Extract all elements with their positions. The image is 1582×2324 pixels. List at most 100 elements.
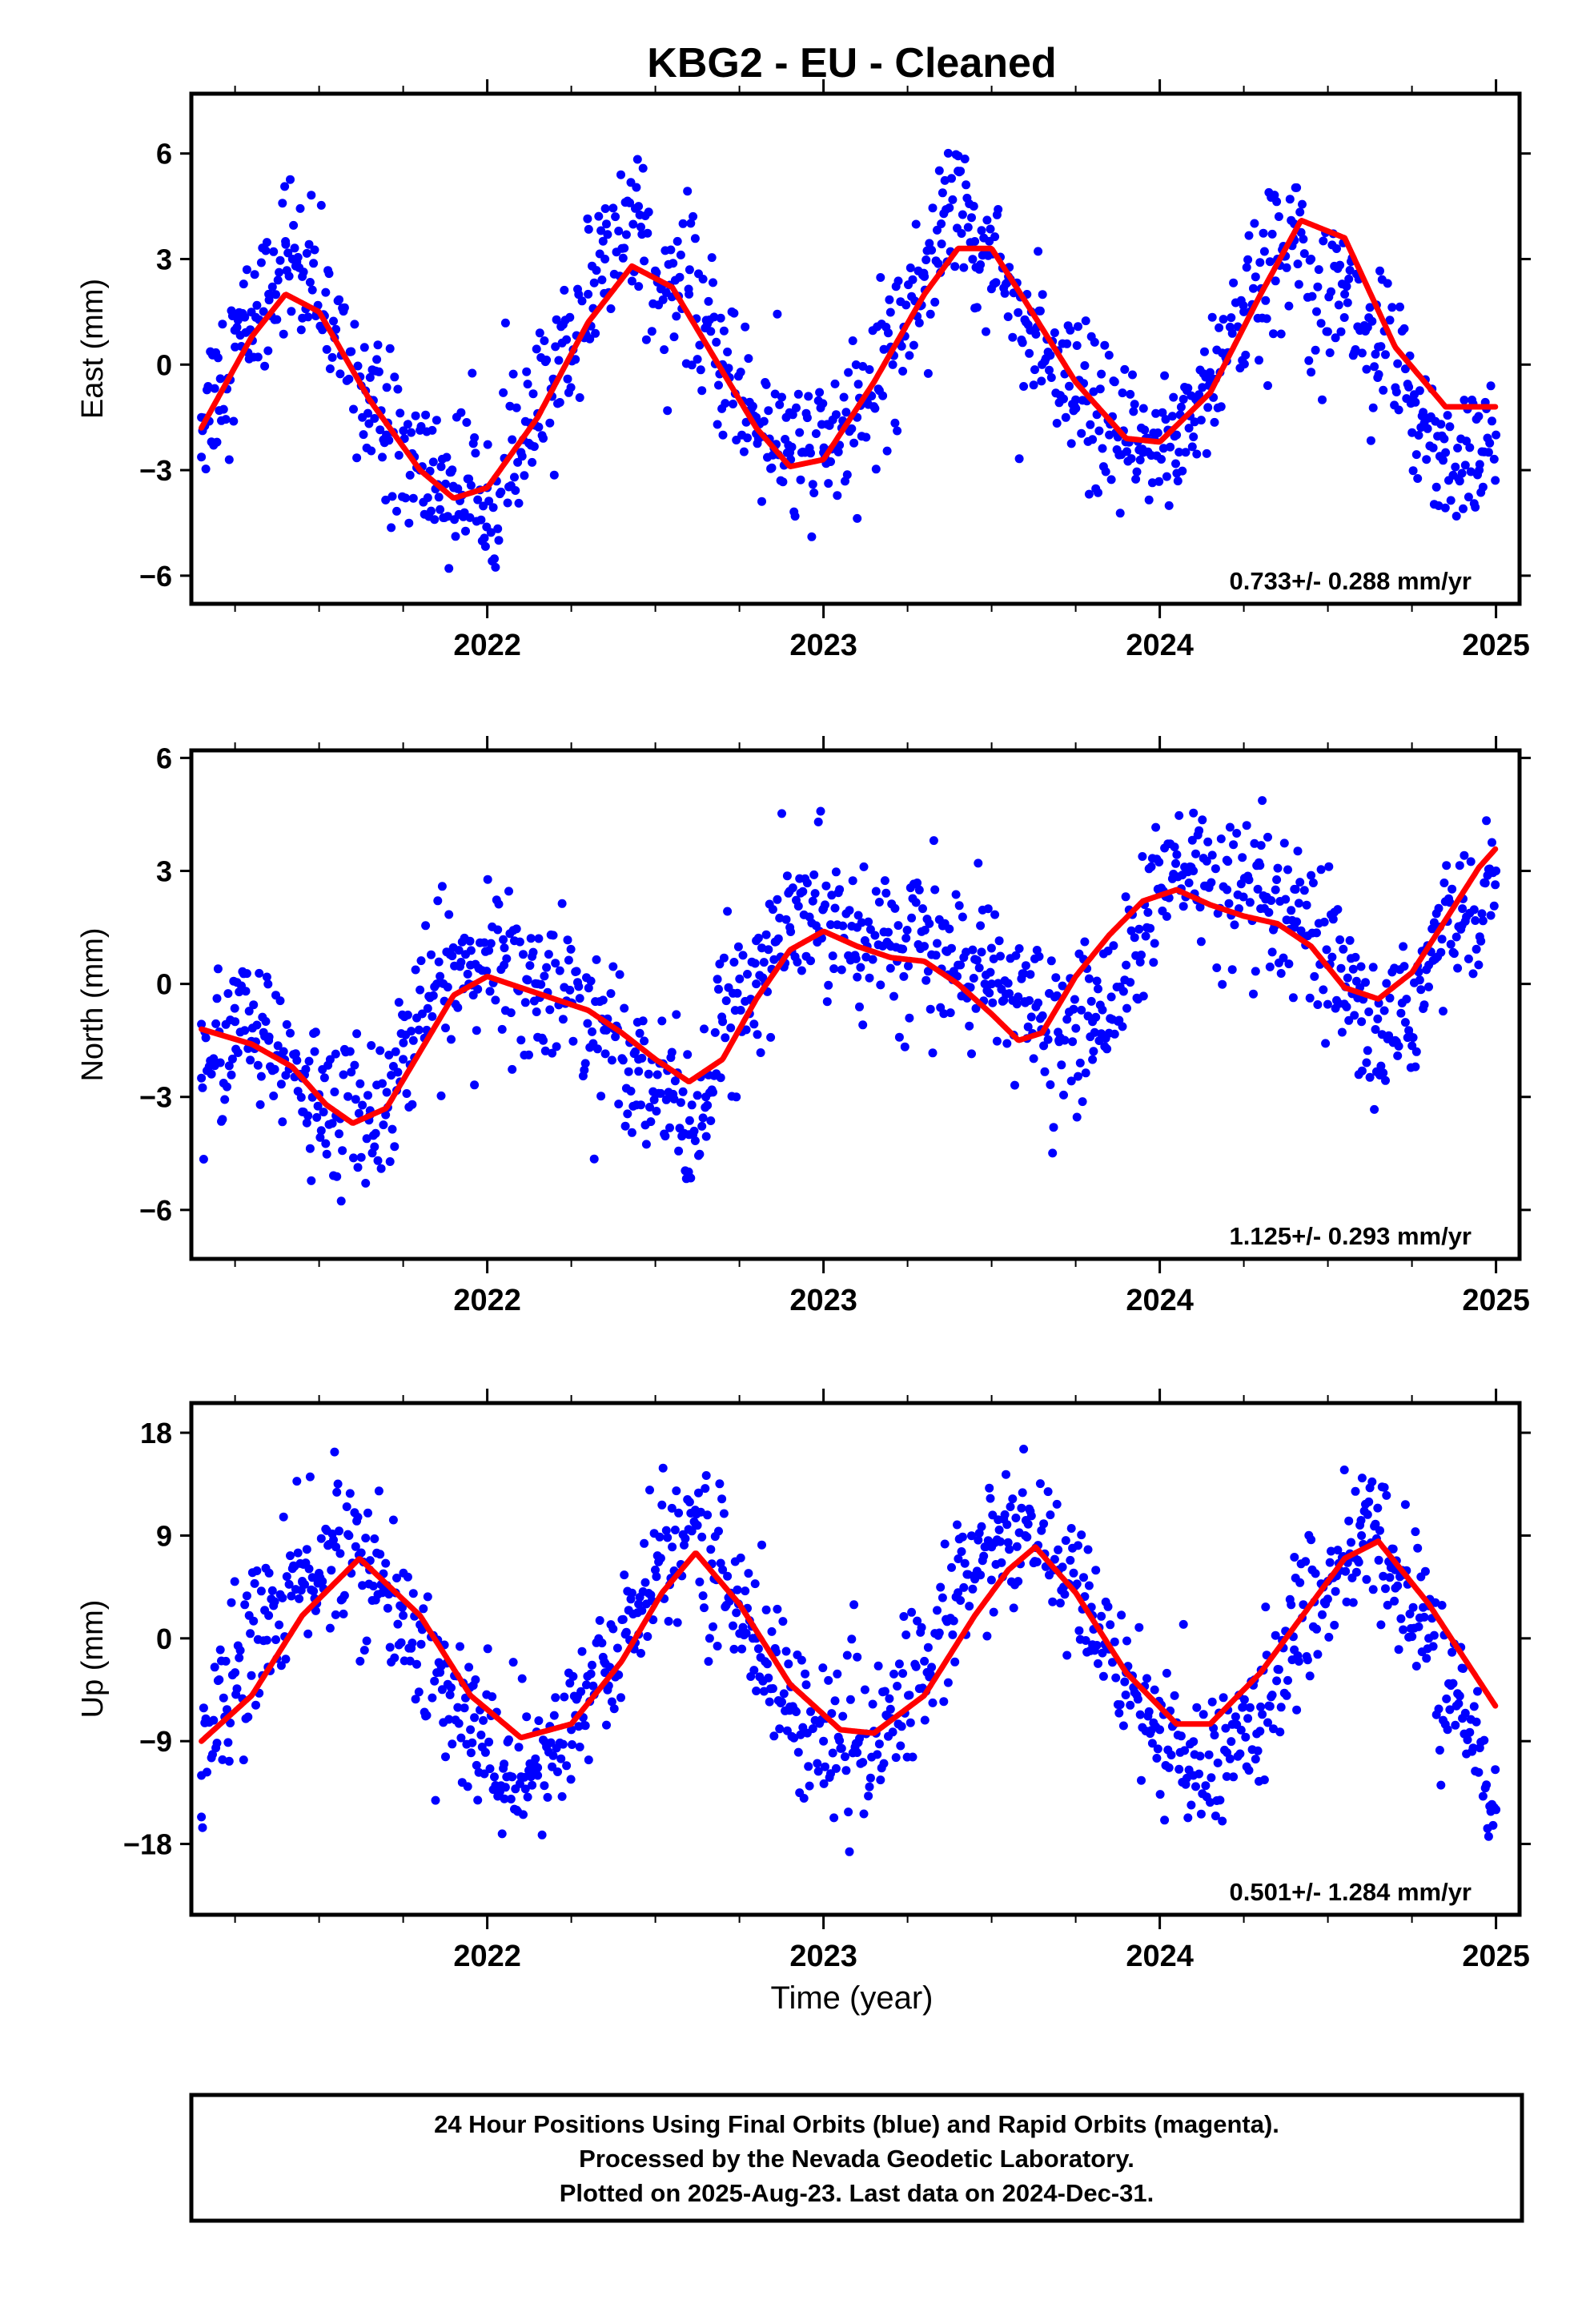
data-point [1414, 431, 1423, 440]
data-point [1074, 1072, 1082, 1081]
data-point [1066, 1555, 1075, 1565]
data-point [1488, 1820, 1498, 1830]
data-point [1272, 1676, 1282, 1686]
data-point [819, 1779, 829, 1788]
data-point [1335, 935, 1345, 944]
data-point [331, 324, 341, 334]
data-point [1101, 467, 1110, 476]
data-point [1084, 489, 1094, 499]
data-point [1447, 884, 1457, 894]
data-point [1316, 865, 1326, 875]
data-point [387, 492, 397, 501]
data-point [496, 487, 506, 497]
data-point [1347, 1538, 1355, 1547]
data-point [427, 506, 436, 516]
data-point [327, 352, 337, 362]
data-point [1120, 364, 1130, 374]
data-point [488, 503, 498, 513]
data-point [1189, 1771, 1199, 1780]
data-point [1097, 1611, 1106, 1621]
data-point [1169, 392, 1178, 402]
data-point [1296, 227, 1306, 237]
data-point [555, 398, 564, 407]
up-model-curve [199, 1538, 1499, 1744]
data-point [580, 1065, 589, 1075]
data-point [634, 1599, 644, 1609]
data-point [375, 425, 385, 435]
data-point [282, 1019, 291, 1029]
data-point [777, 392, 786, 402]
data-point [809, 870, 819, 879]
data-point [1158, 408, 1167, 417]
data-point [1200, 347, 1209, 356]
data-point [1303, 1655, 1312, 1665]
data-point [940, 1539, 950, 1549]
data-point [1423, 424, 1432, 433]
data-point [240, 1026, 250, 1035]
data-point [1439, 434, 1449, 444]
data-point [1313, 1000, 1323, 1009]
data-point [1419, 1000, 1429, 1010]
data-point [1092, 976, 1102, 986]
data-point [417, 1009, 427, 1019]
data-point [390, 1653, 400, 1663]
data-point [1471, 916, 1480, 925]
data-point [316, 200, 326, 210]
data-point [874, 1739, 884, 1749]
data-point [789, 1733, 799, 1743]
data-point [721, 399, 730, 408]
data-point [1098, 444, 1107, 453]
data-point [350, 1060, 359, 1070]
data-point [687, 360, 697, 370]
data-point [733, 942, 743, 951]
data-point [565, 312, 575, 322]
data-point [1307, 368, 1316, 377]
data-point [1245, 1703, 1255, 1712]
data-point [230, 1003, 239, 1013]
data-point [329, 1535, 338, 1545]
data-point [448, 951, 457, 961]
data-point [923, 368, 933, 378]
data-point [1238, 853, 1247, 862]
data-point [658, 295, 668, 304]
data-point [1295, 1578, 1305, 1587]
data-point [305, 278, 315, 287]
data-point [197, 452, 207, 462]
data-point [694, 1488, 703, 1498]
data-point [1106, 475, 1116, 485]
data-point [276, 1080, 286, 1089]
data-point [644, 207, 653, 217]
x-tick-label: 2024 [1126, 1284, 1194, 1317]
data-point [1276, 1703, 1286, 1712]
data-point [1290, 1553, 1299, 1562]
data-point [423, 1003, 432, 1013]
data-point [1302, 900, 1311, 910]
data-point [583, 214, 592, 223]
data-point [1379, 1006, 1389, 1015]
data-point [729, 308, 739, 318]
data-point [608, 203, 618, 213]
data-point [1062, 339, 1072, 348]
data-point [602, 1025, 611, 1035]
data-point [1164, 1763, 1174, 1772]
data-point [994, 936, 1004, 946]
data-point [499, 935, 508, 944]
data-point [568, 1036, 578, 1046]
data-point [1271, 885, 1280, 895]
data-point [1089, 387, 1098, 396]
data-point [244, 1007, 254, 1016]
data-point [976, 1570, 986, 1580]
x-tick-label: 2023 [789, 1284, 857, 1317]
y-tick-label: 0 [156, 348, 172, 381]
data-point [396, 1638, 406, 1647]
data-point [1312, 1624, 1321, 1634]
data-point [1255, 356, 1263, 365]
data-point [1370, 1104, 1379, 1114]
data-point [443, 512, 452, 521]
data-point [443, 983, 452, 992]
data-point [562, 335, 572, 344]
data-point [1342, 282, 1351, 292]
data-point [534, 422, 544, 432]
data-point [687, 1526, 697, 1536]
data-point [1391, 1035, 1400, 1045]
